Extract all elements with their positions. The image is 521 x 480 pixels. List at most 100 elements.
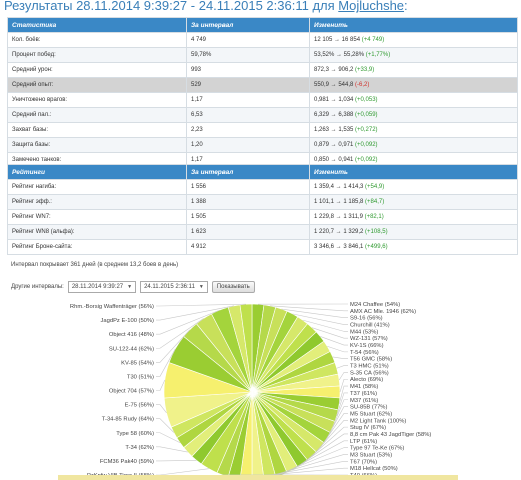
- page-title: Результаты 28.11.2014 9:39:27 - 24.11.20…: [4, 0, 408, 13]
- pie-connector: [338, 385, 348, 405]
- stat-label: Средний опыт:: [7, 77, 187, 93]
- pie-connector: [269, 447, 348, 479]
- interval-from-select[interactable]: 28.11.2014 9:39:27 ▼: [67, 281, 137, 293]
- interval-note: Интервал покрывает 361 дней (в среднем 1…: [11, 262, 179, 268]
- table-row: Рейтинг нагиба: 1 556 1 359,4 → 1 414,3 (+…: [7, 179, 518, 195]
- pie-label: JagdPz E-100 (50%): [101, 318, 155, 324]
- rating-change: 1 220,7 → 1 329,2 (+108,5): [309, 224, 518, 240]
- table-row: Защита базы: 1,20 0,879 → 0,971 (+0,092): [7, 137, 518, 153]
- pie-connector: [281, 440, 348, 476]
- change-delta: (+84,7): [365, 199, 385, 205]
- pie-label: M5 Stuart (62%): [350, 411, 392, 417]
- pie-connector: [156, 348, 176, 377]
- interval-to-select[interactable]: 24.11.2015 2:36:11 ▼: [140, 281, 208, 293]
- pie-label: T56 GMC (58%): [350, 357, 392, 363]
- pie-connector: [326, 406, 348, 438]
- pie-connector: [302, 319, 348, 332]
- change-range: 1,263 → 1,535: [314, 127, 356, 133]
- stat-value: 993: [186, 62, 310, 78]
- change-range: 0,981 → 1,034: [314, 97, 356, 103]
- pie-connector: [292, 313, 348, 325]
- rating-label: Рейтинг WN8 (альфа):: [7, 224, 187, 240]
- rating-change: 3 346,6 → 3 846,1 (+499,6): [309, 239, 518, 255]
- change-delta: (+82,1): [364, 214, 384, 220]
- pie-label: FCM36 Pak40 (59%): [100, 459, 154, 465]
- stat-value: 59,78%: [186, 47, 310, 63]
- stats-header-change: Изменить: [309, 17, 518, 33]
- pie-label: Type 97 Te-Ke (67%): [350, 446, 404, 452]
- pie-connector: [327, 345, 348, 353]
- pie-connector: [245, 461, 348, 480]
- change-delta: (+4 749): [361, 37, 385, 43]
- username-link[interactable]: Mojluchshe: [338, 0, 405, 13]
- pie-label: T3 HMC (51%): [350, 364, 389, 370]
- change-range: 550,9 → 544,8: [314, 82, 356, 88]
- pie-connector: [156, 432, 181, 444]
- pie-label: Object 416 (48%): [109, 332, 154, 338]
- rating-value: 4 912: [186, 239, 310, 255]
- pie-connector: [336, 365, 348, 369]
- stats-header-interval: За интервал: [186, 17, 310, 33]
- pie-label: M41 (58%): [350, 384, 378, 390]
- pie-connector: [302, 426, 348, 465]
- change-delta: (+33,9): [355, 67, 375, 73]
- pie-label: LTP (61%): [350, 439, 377, 445]
- rating-label: Рейтинг эфф.:: [7, 194, 187, 210]
- pie-label: KV-1S (66%): [350, 343, 384, 349]
- rating-label: Рейтинг Броне-сайта:: [7, 239, 187, 255]
- stat-label: Процент побед:: [7, 47, 187, 63]
- pie-label: Rhm.-Borsig Waffenträger (56%): [70, 304, 154, 310]
- stat-value: 1,20: [186, 137, 310, 153]
- table-row: Процент побед: 59,78% 53,52% → 55,28% (+1,…: [7, 47, 518, 63]
- pie-label: E-75 (56%): [125, 403, 154, 409]
- stats-header-name: Статистика: [7, 17, 187, 33]
- rating-value: 1 505: [186, 209, 310, 225]
- pie-connector: [292, 433, 348, 471]
- pie-label: Object 704 (57%): [109, 389, 154, 395]
- pie-connector: [257, 454, 348, 480]
- change-range: 6,329 → 6,388: [314, 112, 356, 118]
- stat-change: 12 105 → 16 854 (+4 749): [309, 32, 518, 48]
- statistics-table: Статистика За интервал Изменить Кол. боё…: [7, 17, 518, 168]
- change-delta: (+0,272): [355, 127, 378, 133]
- table-row: Рейтинг WN8 (альфа): 1 623 1 220,7 → 1 329…: [7, 224, 518, 240]
- stat-value: 2,23: [186, 122, 310, 138]
- show-button[interactable]: Показывать: [211, 281, 255, 293]
- pie-connector: [156, 379, 166, 391]
- pie-label: 8,8 cm Pak 43 JagdTiger (58%): [350, 432, 431, 438]
- rating-value: 1 388: [186, 194, 310, 210]
- pie-label: M24 Chaffee (54%): [350, 302, 400, 308]
- stat-change: 6,329 → 6,388 (+0,059): [309, 107, 518, 123]
- stat-label: Средний урон:: [7, 62, 187, 78]
- pie-connector: [156, 459, 197, 462]
- pie-label: T-54 (56%): [350, 350, 379, 356]
- pie-connector: [156, 309, 220, 335]
- table-row: Уничтожено врагов: 1,17 0,981 → 1,034 (+0,…: [7, 92, 518, 108]
- change-range: 1 229,8 → 1 311,9: [314, 214, 365, 220]
- stat-value: 1,17: [186, 92, 310, 108]
- ratings-header-name: Рейтинги: [7, 164, 187, 180]
- pie-connector: [156, 446, 188, 453]
- pie-label: M37 (61%): [350, 398, 378, 404]
- stat-value: 529: [186, 77, 310, 93]
- pie-connector: [156, 318, 204, 349]
- change-delta: (+499,6): [365, 244, 388, 250]
- pie-connector: [281, 308, 348, 318]
- change-range: 0,850 → 0,941: [314, 157, 356, 163]
- ratings-header-interval: За интервал: [186, 164, 310, 180]
- pie-connector: [332, 356, 348, 360]
- change-range: 872,3 → 906,2: [314, 67, 356, 73]
- stat-label: Захват базы:: [7, 122, 187, 138]
- stat-change: 0,981 → 1,034 (+0,053): [309, 92, 518, 108]
- pie-label: M3 Stuart (53%): [350, 452, 392, 458]
- pie-label: Alecto (69%): [350, 377, 383, 383]
- pie-label: SU-122-44 (62%): [109, 346, 154, 352]
- table-row: Средний урон: 993 872,3 → 906,2 (+33,9): [7, 62, 518, 78]
- change-range: 0,879 → 0,971: [314, 142, 356, 148]
- pie-label: S-35 CA (56%): [350, 370, 389, 376]
- intervals-label: Другие интервалы:: [11, 284, 64, 290]
- change-delta: (+54,9): [365, 184, 385, 190]
- stat-change: 0,879 → 0,971 (+0,092): [309, 137, 518, 153]
- rating-change: 1 229,8 → 1 311,9 (+82,1): [309, 209, 518, 225]
- change-delta: (+1,77%): [365, 52, 391, 58]
